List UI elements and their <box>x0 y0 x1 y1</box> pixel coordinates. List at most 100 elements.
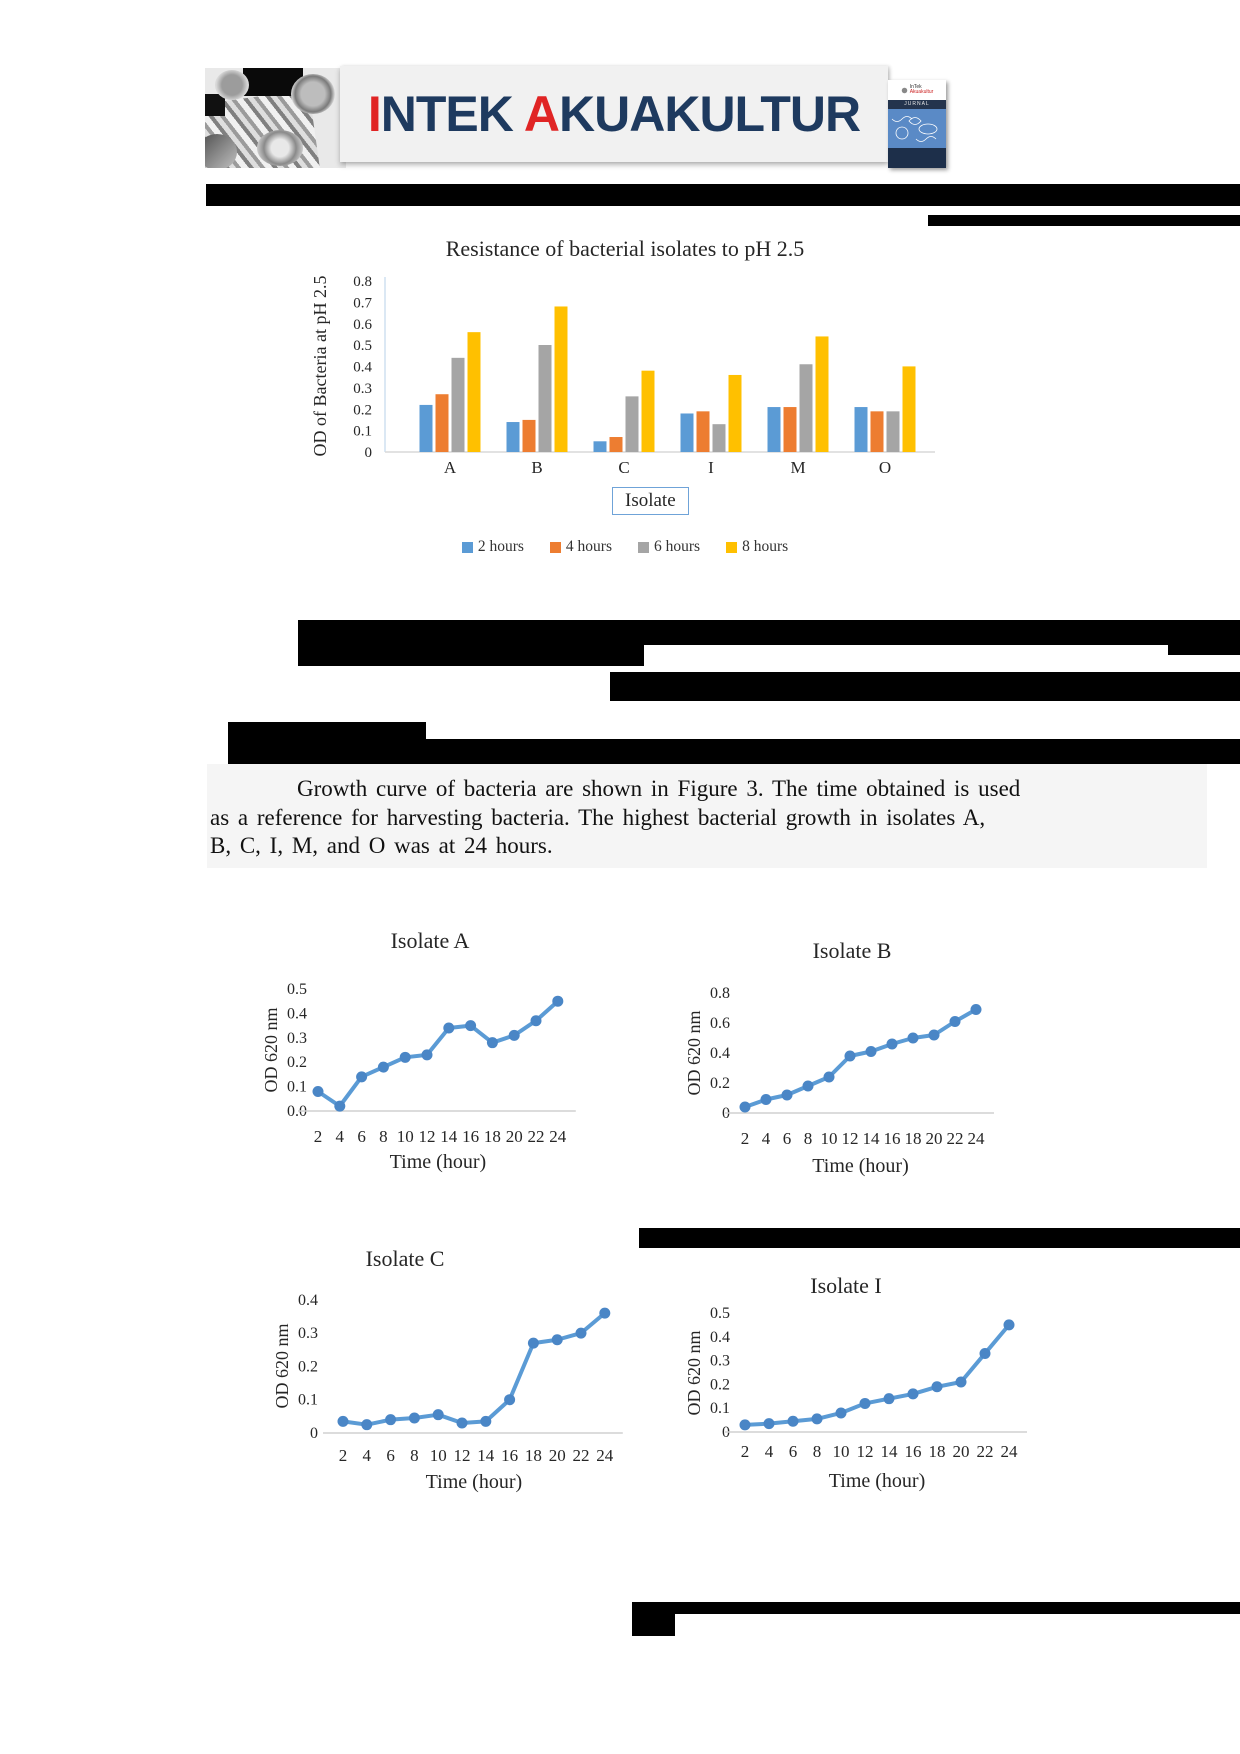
x-tick-label: 14 <box>863 1129 881 1148</box>
x-tick-label: 14 <box>440 1127 458 1146</box>
chart-title: Isolate C <box>366 1246 445 1271</box>
x-tick-label: 10 <box>821 1129 838 1148</box>
category-label: C <box>618 458 629 477</box>
x-tick-label: 18 <box>929 1442 946 1461</box>
data-point-marker <box>1003 1319 1015 1331</box>
microscope-art <box>205 134 237 168</box>
data-point-marker <box>480 1415 492 1427</box>
data-point-marker <box>443 1022 455 1034</box>
y-tick-label: 0 <box>365 445 373 461</box>
bar-8 hours <box>554 306 568 452</box>
bar-2 hours <box>506 422 520 452</box>
x-tick-label: 6 <box>357 1127 366 1146</box>
y-tick-label: 0 <box>310 1425 318 1442</box>
x-tick-label: 24 <box>596 1446 614 1465</box>
x-tick-label: 10 <box>833 1442 850 1461</box>
data-point-marker <box>551 1334 563 1346</box>
growth-chart-isolate-b: Isolate BOD 620 nm00.20.40.60.8246810121… <box>684 938 994 1177</box>
data-point-marker <box>949 1016 961 1027</box>
x-tick-label: 2 <box>741 1442 750 1461</box>
microbe-art <box>291 74 335 114</box>
legend-label: 4 hours <box>565 538 612 555</box>
y-axis-label: OD 620 nm <box>684 1011 704 1096</box>
x-tick-label: 24 <box>549 1127 567 1146</box>
y-tick-label: 0.5 <box>287 981 307 998</box>
data-point-marker <box>385 1414 397 1426</box>
x-tick-label: 2 <box>741 1129 750 1148</box>
bar-chart-x-axis-label: Isolate <box>612 487 689 515</box>
bar-6 hours <box>625 396 639 452</box>
x-tick-label: 16 <box>462 1127 479 1146</box>
bar-chart-legend: 2 hours 4 hours 6 hours 8 hours <box>295 538 955 556</box>
x-tick-label: 20 <box>926 1129 943 1148</box>
journal-cover-thumbnail: InTek Akuakultur JURNAL <box>888 80 946 168</box>
y-tick-label: 0.3 <box>710 1353 730 1370</box>
y-tick-label: 0.4 <box>353 360 372 376</box>
x-tick-label: 18 <box>525 1446 542 1465</box>
category-label: M <box>790 458 805 477</box>
redaction-bar <box>298 620 1240 645</box>
bar-8 hours <box>728 374 742 452</box>
redaction-bar <box>632 1613 675 1636</box>
legend-swatch <box>549 541 561 553</box>
x-tick-label: 22 <box>947 1129 964 1148</box>
x-tick-label: 16 <box>905 1442 922 1461</box>
y-axis-label: OD 620 nm <box>684 1331 704 1416</box>
growth-chart-isolate-i: Isolate IOD 620 nm00.10.20.30.40.5246810… <box>684 1273 1027 1492</box>
y-tick-label: 0.7 <box>353 295 372 311</box>
bar-4 hours <box>435 394 449 452</box>
legend-swatch <box>726 541 738 553</box>
x-axis-label: Time (hour) <box>829 1470 925 1492</box>
data-point-marker <box>552 995 564 1007</box>
petri-dish-art <box>257 130 303 166</box>
data-point-marker <box>456 1417 468 1429</box>
bar-2 hours <box>593 441 607 452</box>
x-tick-label: 6 <box>386 1446 395 1465</box>
data-point-marker <box>508 1029 520 1041</box>
cover-jurnal-band: JURNAL <box>888 100 946 109</box>
data-point-marker <box>312 1085 324 1097</box>
data-point-marker <box>859 1397 871 1409</box>
chart-title: Isolate I <box>810 1273 881 1298</box>
data-point-marker <box>883 1393 895 1405</box>
paragraph-line: as a reference for harvesting bacteria. … <box>210 804 986 830</box>
category-label: O <box>879 458 891 477</box>
bar-chart: 0 0.1 0.2 0.3 0.4 0.5 0.6 0.7 0.8 A B C I M O <box>353 274 935 477</box>
x-tick-label: 8 <box>379 1127 388 1146</box>
growth-line <box>743 1007 978 1109</box>
bar-4 hours <box>696 411 710 452</box>
data-point-marker <box>763 1418 775 1430</box>
category-label: I <box>708 458 714 477</box>
header-collage-image <box>205 68 346 168</box>
bar-8 hours <box>641 370 655 452</box>
chart-title: Isolate B <box>813 938 892 963</box>
x-tick-label: 4 <box>363 1446 372 1465</box>
journal-title-segment: I <box>367 86 382 142</box>
data-point-marker <box>575 1327 587 1339</box>
bar-6 hours <box>886 411 900 452</box>
data-point-marker <box>955 1376 967 1388</box>
cover-art <box>888 109 946 148</box>
x-axis-label: Time (hour) <box>812 1155 908 1177</box>
redaction-bar <box>228 739 1240 764</box>
x-tick-label: 24 <box>1001 1442 1019 1461</box>
x-tick-label: 8 <box>410 1446 419 1465</box>
x-tick-label: 16 <box>884 1129 901 1148</box>
x-tick-label: 2 <box>314 1127 323 1146</box>
data-point-marker <box>928 1029 940 1041</box>
data-point-marker <box>979 1347 991 1359</box>
data-point-marker <box>907 1032 919 1044</box>
microbe-art <box>215 70 249 100</box>
data-point-marker <box>739 1419 751 1431</box>
y-axis-label: OD 620 nm <box>261 1008 281 1093</box>
x-tick-label: 6 <box>783 1129 792 1148</box>
data-point-marker <box>781 1089 793 1101</box>
data-point-marker <box>399 1051 411 1063</box>
legend-item: 4 hours <box>549 538 612 556</box>
data-point-marker <box>811 1413 823 1425</box>
bar-chart-title: Resistance of bacterial isolates to pH 2… <box>445 236 805 261</box>
journal-title-segment: A <box>523 86 560 142</box>
redaction-bar <box>228 722 426 740</box>
journal-title-segment: NTEK <box>380 86 524 142</box>
